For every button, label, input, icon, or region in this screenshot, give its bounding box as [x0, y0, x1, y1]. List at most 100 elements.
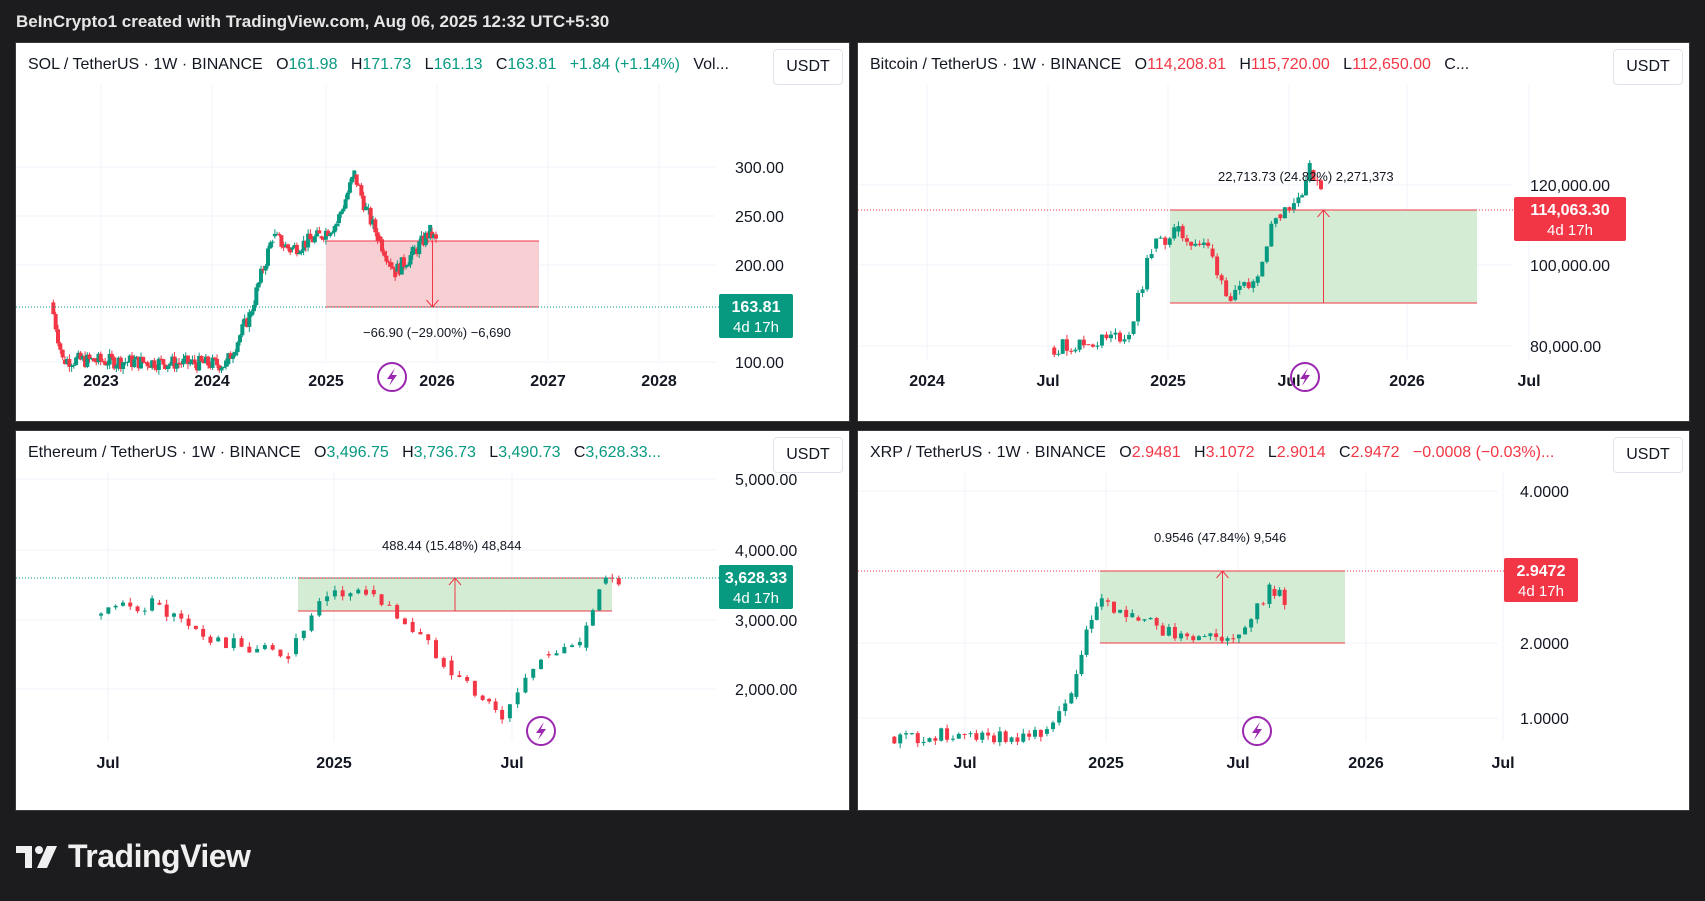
open-label: O	[1134, 56, 1148, 73]
candle-body	[1172, 227, 1177, 239]
x-tick-label: 2025	[308, 373, 344, 390]
currency-button[interactable]: USDT	[773, 437, 843, 473]
candle-body	[375, 232, 380, 242]
x-tick-label: Jul	[1491, 755, 1514, 772]
candle-body	[270, 241, 275, 243]
price-tag-timer: 4d 17h	[1518, 583, 1564, 600]
candle-body	[956, 733, 961, 739]
candle-body	[348, 593, 353, 597]
candle-body	[67, 359, 72, 367]
chart-panel-xrp[interactable]: 0.9546 (47.84%) 9,546 4.0000 2.0000 1.0000 J…	[857, 430, 1690, 811]
x-tick-label: Jul	[96, 755, 119, 772]
candle-body	[428, 224, 433, 239]
high-value: 171.73	[362, 56, 412, 73]
candle-body	[554, 653, 559, 656]
candle-body	[1142, 619, 1147, 621]
candle-body	[1282, 207, 1287, 219]
candle-body	[150, 598, 155, 611]
high-label: H	[350, 56, 363, 73]
candle-body	[332, 590, 337, 597]
candle-body	[1131, 321, 1136, 334]
candle-body	[1277, 589, 1282, 596]
price-tag[interactable]	[719, 294, 793, 338]
candle-body	[1069, 693, 1074, 704]
candle-body	[208, 636, 213, 643]
btc-price-chart[interactable]: 22,713.73 (24.82%) 2,271,373 120,000.00 10…	[858, 43, 1690, 422]
candle-body	[142, 610, 147, 612]
candle-body	[62, 359, 67, 364]
candle-body	[1224, 280, 1229, 297]
symbol-label: SOL / TetherUS · 1W · BINANCE	[28, 56, 263, 73]
candle-body	[339, 211, 344, 215]
candle-body	[457, 675, 462, 677]
candle-body	[1052, 347, 1057, 355]
eth-price-chart[interactable]: 488.44 (15.48%) 48,844 5,000.00 4,000.00 3,…	[16, 431, 850, 811]
y-tick-label: 120,000.00	[1530, 178, 1610, 195]
candle-body	[366, 207, 371, 210]
candle-body	[245, 318, 249, 327]
lightning-icon[interactable]	[1290, 362, 1320, 392]
currency-button[interactable]: USDT	[1613, 437, 1683, 473]
candle-body	[1208, 633, 1213, 637]
candle-body	[179, 613, 184, 619]
candle-body	[1237, 285, 1242, 290]
chart-panel-btc[interactable]: 22,713.73 (24.82%) 2,271,373 120,000.00 10…	[857, 42, 1690, 422]
candle-body	[134, 356, 139, 360]
high-value: 3.1072	[1205, 444, 1255, 461]
x-tick-label: 2027	[530, 373, 566, 390]
candle-body	[136, 356, 141, 369]
candle-body	[299, 250, 304, 254]
candle-body	[94, 361, 99, 363]
x-tick-label: 2026	[1348, 755, 1384, 772]
candle-body	[500, 709, 505, 720]
candle-body	[215, 358, 220, 366]
currency-button[interactable]: USDT	[773, 49, 843, 85]
candle-body	[1136, 292, 1141, 322]
candle-body	[69, 365, 74, 367]
candle-body	[1233, 289, 1238, 300]
chart-panel-eth[interactable]: 488.44 (15.48%) 48,844 5,000.00 4,000.00 3,…	[15, 430, 850, 811]
candle-body	[1032, 729, 1037, 737]
candle-body	[577, 641, 582, 646]
candle-body	[387, 604, 392, 606]
candle-body	[177, 362, 182, 364]
candle-body	[165, 365, 170, 370]
candle-body	[1149, 254, 1154, 259]
lightning-icon[interactable]	[526, 716, 556, 746]
candle-body	[98, 353, 103, 361]
candle-body	[399, 257, 404, 275]
candle-body	[364, 589, 368, 595]
candle-body	[1282, 589, 1287, 605]
currency-button[interactable]: USDT	[1613, 49, 1683, 85]
lightning-icon[interactable]	[377, 362, 407, 392]
candle-body	[221, 366, 226, 368]
sol-price-chart[interactable]: −66.90 (−29.00%) −6,690 300.00 250.00 200.0…	[16, 43, 850, 422]
candle-body	[1185, 633, 1190, 637]
candle-body	[415, 248, 420, 255]
candle-body	[412, 248, 417, 254]
chart-panel-sol[interactable]: −66.90 (−29.00%) −6,690 300.00 250.00 200.0…	[15, 42, 850, 422]
candle-body	[56, 329, 60, 344]
candle-body	[107, 353, 112, 365]
price-tag[interactable]	[1504, 558, 1578, 602]
lightning-icon[interactable]	[1242, 716, 1272, 746]
candle-body	[980, 732, 985, 740]
candle-body	[1166, 626, 1171, 636]
candle-body	[80, 356, 85, 360]
candle-body	[1140, 289, 1145, 293]
candle-body	[332, 225, 337, 233]
y-tick-label: 3,000.00	[735, 613, 797, 630]
candle-body	[170, 356, 175, 364]
price-tag[interactable]	[1514, 197, 1626, 241]
xrp-price-chart[interactable]: 0.9546 (47.84%) 9,546 4.0000 2.0000 1.0000 J…	[858, 431, 1690, 811]
candle-body	[193, 625, 198, 629]
candle-body	[401, 257, 406, 267]
symbol-label: XRP / TetherUS · 1W · BINANCE	[870, 444, 1106, 461]
tradingview-logo[interactable]: TradingView	[16, 836, 251, 876]
price-tag[interactable]	[719, 565, 793, 609]
candle-body	[1104, 334, 1109, 339]
close-label: C	[573, 444, 586, 461]
candle-body	[163, 364, 168, 370]
candle-body	[1086, 344, 1091, 346]
candle-body	[1158, 237, 1163, 239]
